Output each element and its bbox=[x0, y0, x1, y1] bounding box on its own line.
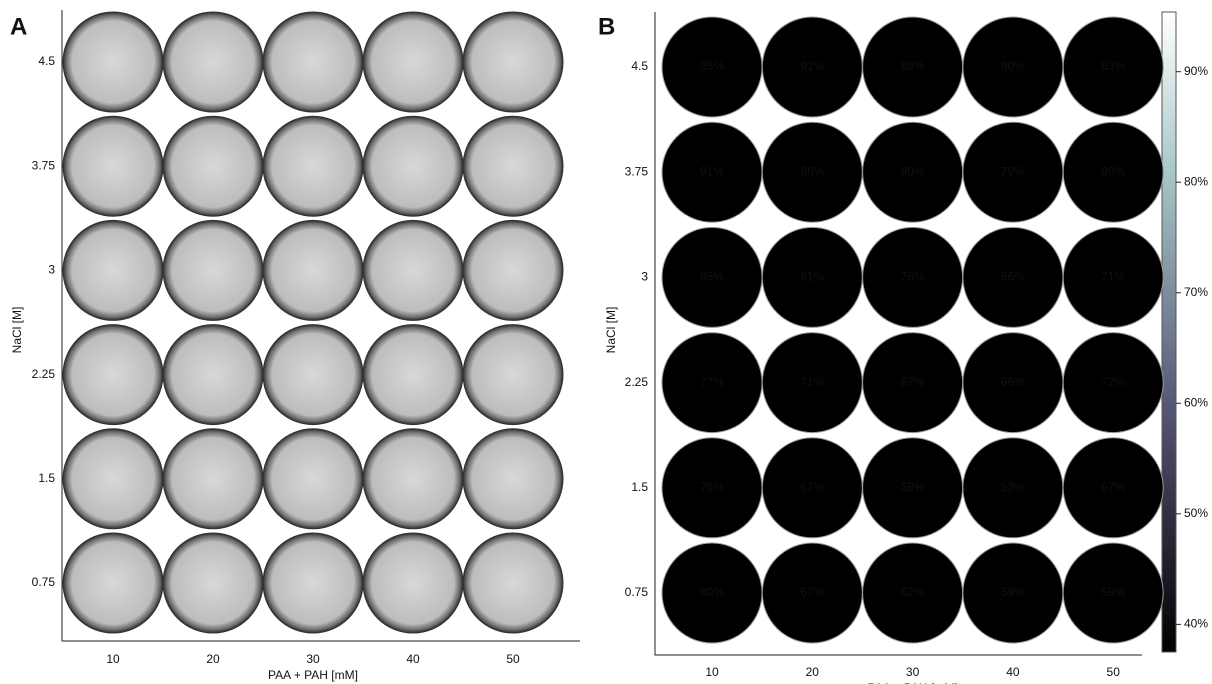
value-label: 71% bbox=[800, 375, 824, 389]
value-label: 86% bbox=[800, 164, 824, 178]
sample-image bbox=[263, 325, 363, 425]
x-tick-label: 20 bbox=[206, 652, 220, 666]
y-tick-label: 2.25 bbox=[625, 375, 649, 389]
value-label: 67% bbox=[901, 375, 925, 389]
sample-image bbox=[463, 116, 563, 216]
sample-image bbox=[363, 116, 463, 216]
panel-label: B bbox=[598, 13, 615, 40]
value-label: 80% bbox=[901, 164, 925, 178]
x-tick-label: 10 bbox=[705, 665, 719, 679]
value-label: 67% bbox=[1101, 480, 1125, 494]
sample-image bbox=[463, 533, 563, 633]
sample-image bbox=[363, 325, 463, 425]
value-label: 81% bbox=[800, 270, 824, 284]
y-tick-label: 4.5 bbox=[631, 59, 648, 73]
sample-image bbox=[363, 220, 463, 320]
sample-image bbox=[363, 533, 463, 633]
sample-image bbox=[463, 429, 563, 529]
x-tick-label: 40 bbox=[406, 652, 420, 666]
colorbar-tick-label: 70% bbox=[1184, 285, 1208, 299]
y-tick-label: 3 bbox=[641, 270, 648, 284]
y-tick-label: 4.5 bbox=[38, 54, 55, 68]
y-tick-label: 3.75 bbox=[32, 158, 56, 172]
value-label: 66% bbox=[1001, 270, 1025, 284]
sample-image bbox=[63, 12, 163, 112]
x-tick-label: 30 bbox=[306, 652, 320, 666]
y-axis-label: NaCl [M] bbox=[10, 307, 24, 354]
panel-label: A bbox=[10, 13, 27, 40]
value-label: 71% bbox=[1101, 270, 1125, 284]
colorbar-tick-label: 80% bbox=[1184, 174, 1208, 188]
colorbar-tick-label: 60% bbox=[1184, 395, 1208, 409]
sample-image bbox=[463, 12, 563, 112]
y-tick-label: 1.5 bbox=[38, 471, 55, 485]
sample-image bbox=[63, 116, 163, 216]
value-label: 78% bbox=[901, 270, 925, 284]
value-label: 85% bbox=[700, 270, 724, 284]
sample-image bbox=[163, 220, 263, 320]
colorbar-tick-label: 90% bbox=[1184, 64, 1208, 78]
sample-image bbox=[263, 220, 363, 320]
x-tick-label: 20 bbox=[806, 665, 820, 679]
x-tick-label: 50 bbox=[1107, 665, 1121, 679]
sample-image bbox=[363, 429, 463, 529]
value-label: 53% bbox=[1001, 480, 1025, 494]
colorbar-tick-label: 50% bbox=[1184, 506, 1208, 520]
value-label: 79% bbox=[1001, 164, 1025, 178]
value-label: 91% bbox=[800, 59, 824, 73]
value-label: 76% bbox=[700, 480, 724, 494]
value-label: 95% bbox=[700, 59, 724, 73]
sample-image bbox=[363, 12, 463, 112]
y-tick-label: 1.5 bbox=[631, 480, 648, 494]
y-tick-label: 3.75 bbox=[625, 164, 649, 178]
value-label: 66% bbox=[1001, 375, 1025, 389]
value-label: 62% bbox=[901, 585, 925, 599]
y-tick-label: 3 bbox=[48, 263, 55, 277]
value-label: 72% bbox=[1101, 375, 1125, 389]
x-axis-label: PAA + PAH [mM] bbox=[268, 668, 358, 682]
sample-image bbox=[463, 220, 563, 320]
sample-image bbox=[263, 533, 363, 633]
value-label: 88% bbox=[901, 59, 925, 73]
value-label: 83% bbox=[1101, 59, 1125, 73]
sample-image bbox=[163, 325, 263, 425]
x-tick-label: 50 bbox=[506, 652, 520, 666]
sample-image bbox=[163, 533, 263, 633]
x-tick-label: 10 bbox=[106, 652, 120, 666]
sample-image bbox=[63, 429, 163, 529]
value-label: 67% bbox=[800, 480, 824, 494]
sample-image bbox=[263, 116, 363, 216]
sample-image bbox=[263, 429, 363, 529]
sample-image bbox=[263, 12, 363, 112]
value-label: 91% bbox=[700, 164, 724, 178]
value-label: 80% bbox=[700, 585, 724, 599]
value-label: 90% bbox=[1001, 59, 1025, 73]
value-label: 59% bbox=[1001, 585, 1025, 599]
y-tick-label: 2.25 bbox=[32, 367, 56, 381]
value-label: 77% bbox=[700, 375, 724, 389]
x-tick-label: 40 bbox=[1006, 665, 1020, 679]
y-axis-label: NaCl [M] bbox=[604, 307, 618, 354]
x-tick-label: 30 bbox=[906, 665, 920, 679]
y-tick-label: 0.75 bbox=[625, 585, 649, 599]
figure: A 10 20 30 40 50 4.5 3.75 3 2.25 1.5 0.75 PAA + PAH … bbox=[0, 0, 1212, 684]
sample-image bbox=[63, 220, 163, 320]
value-label: 67% bbox=[800, 585, 824, 599]
y-tick-label: 0.75 bbox=[32, 575, 56, 589]
colorbar-tick-label: 40% bbox=[1184, 617, 1208, 631]
sample-image bbox=[163, 429, 263, 529]
sample-image bbox=[63, 325, 163, 425]
colorbar bbox=[1162, 12, 1176, 652]
value-label: 80% bbox=[1101, 164, 1125, 178]
sample-image bbox=[163, 12, 263, 112]
sample-image bbox=[163, 116, 263, 216]
value-label: 58% bbox=[901, 480, 925, 494]
sample-image bbox=[463, 325, 563, 425]
sample-image bbox=[63, 533, 163, 633]
value-label: 59% bbox=[1101, 585, 1125, 599]
